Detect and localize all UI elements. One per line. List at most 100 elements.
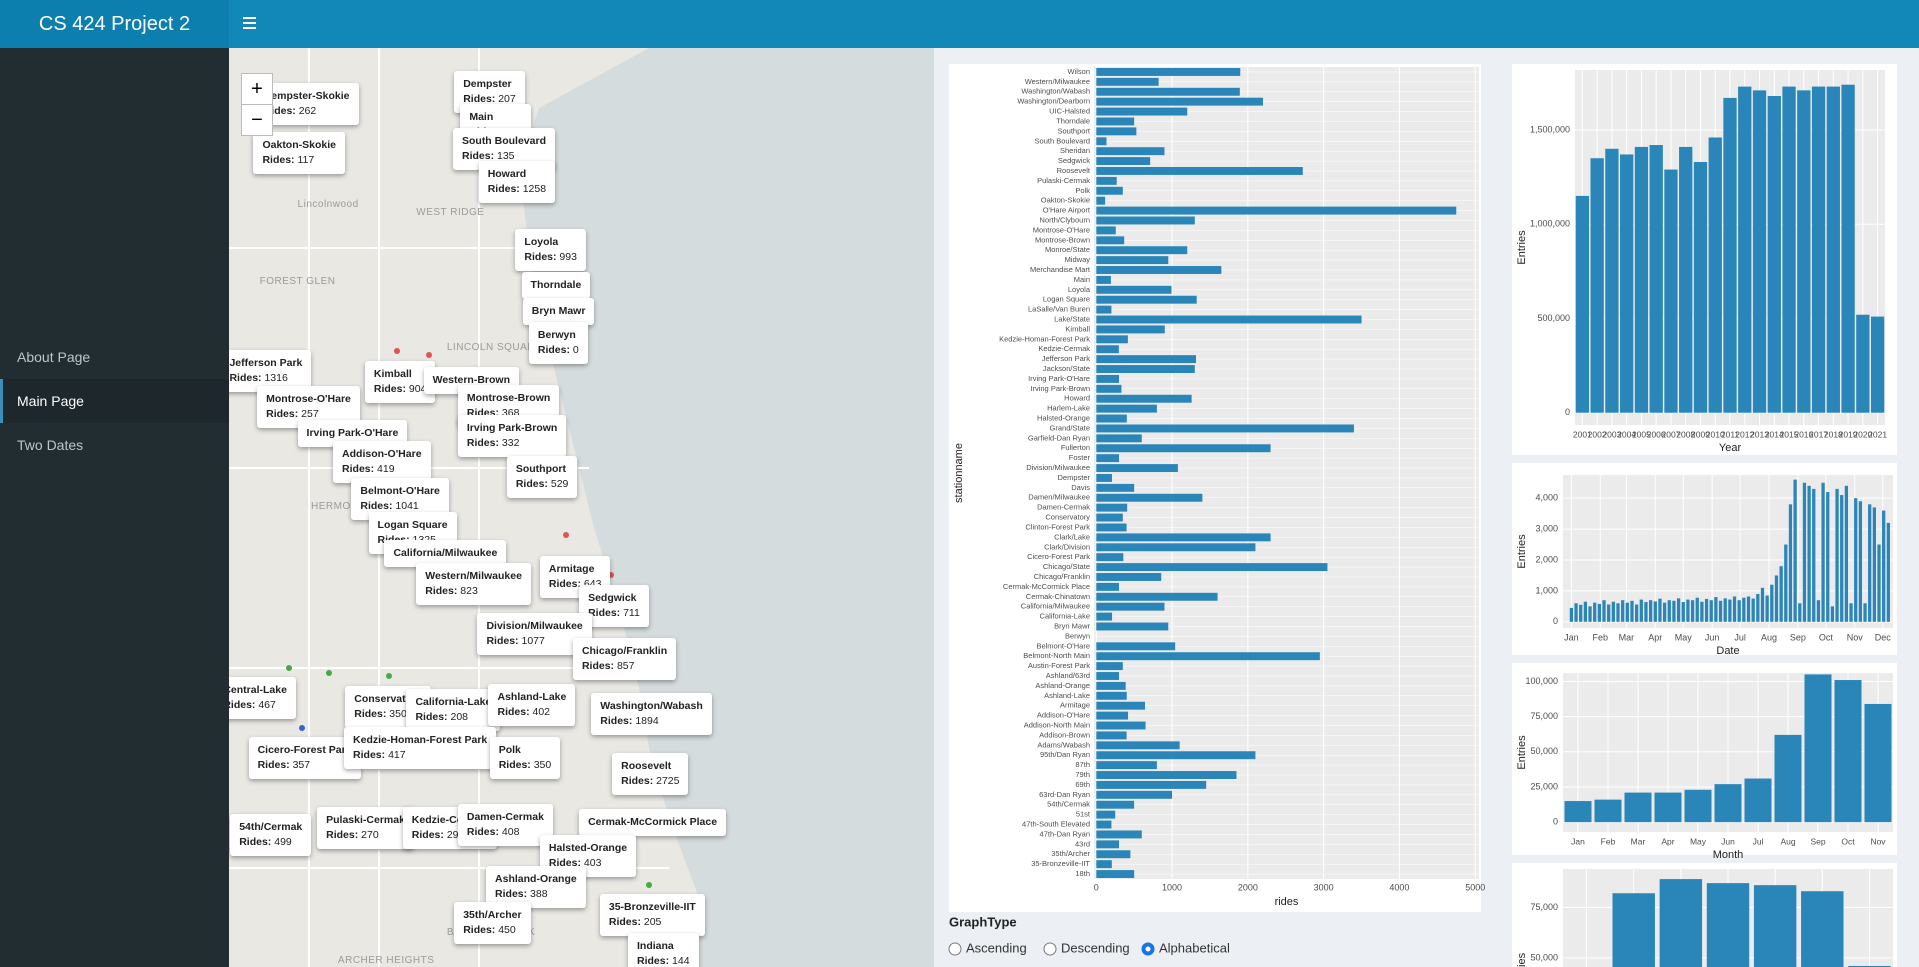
bar xyxy=(1096,236,1125,245)
station-popup: Kedzie-Homan-Forest Park Rides: 417 xyxy=(344,727,497,770)
y-tick-label: 0 xyxy=(1553,817,1558,827)
rides-value: 904 xyxy=(408,383,427,396)
menu-toggle[interactable] xyxy=(243,16,257,30)
radio-label: Descending xyxy=(1061,940,1130,955)
bar xyxy=(1760,587,1765,622)
y-tick-label: 63rd-Dan Ryan xyxy=(1039,790,1090,799)
bar xyxy=(1826,492,1830,622)
bar xyxy=(1835,488,1839,622)
station-popup: Ashland-Lake Rides: 402 xyxy=(488,684,576,727)
x-tick-label: 2016 xyxy=(1794,429,1813,439)
bar xyxy=(1096,790,1173,799)
rides-line: Rides: 350 xyxy=(354,707,422,722)
radio[interactable] xyxy=(1043,942,1057,956)
y-tick-label: California-Lake xyxy=(1040,612,1090,621)
rides-line: Rides: 332 xyxy=(467,436,557,451)
y-tick-label: O'Hare Airport xyxy=(1043,206,1091,215)
bar xyxy=(1616,603,1620,622)
rides-line: Rides: 529 xyxy=(516,477,569,492)
bar xyxy=(1096,493,1203,502)
x-tick-label: 2010 xyxy=(1706,429,1725,439)
rides-value: 350 xyxy=(533,759,552,772)
bar xyxy=(1096,800,1135,809)
x-tick-label: 2004 xyxy=(1617,429,1636,439)
y-tick-label: Cicero-Forest Park xyxy=(1027,552,1090,561)
y-tick-label: Pulaski-Cermak xyxy=(1037,176,1090,185)
bar xyxy=(1830,606,1835,622)
rides-value: 0 xyxy=(572,344,579,357)
rides-value: 332 xyxy=(501,437,520,450)
rides-line: Rides: 467 xyxy=(229,698,287,713)
y-tick-label: Ashland/63rd xyxy=(1046,671,1090,680)
radio[interactable] xyxy=(948,942,962,956)
x-axis-title: Year xyxy=(1719,442,1742,454)
y-tick-label: 87th xyxy=(1075,760,1090,769)
station-popup: Cermak-McCormick Place xyxy=(579,809,727,837)
bar xyxy=(1096,780,1207,789)
radio[interactable] xyxy=(1141,942,1155,956)
y-tick-label: Damen-Cermak xyxy=(1037,503,1090,512)
bar xyxy=(1096,612,1113,621)
bar xyxy=(1816,600,1821,622)
bar xyxy=(1765,595,1769,622)
station-name: Cermak-McCormick Place xyxy=(588,816,718,829)
x-tick-label: 2020 xyxy=(1853,429,1872,439)
menu-item[interactable]: Main Page xyxy=(0,379,229,423)
y-tick-label: Belmont-North Main xyxy=(1023,651,1090,660)
bar xyxy=(1767,96,1781,413)
rides-line: Rides: 711 xyxy=(588,606,640,621)
rides-line: Rides: 205 xyxy=(609,915,696,930)
station-name: California-Lake xyxy=(415,696,492,709)
rides-line: Rides: 417 xyxy=(353,748,487,763)
x-tick-label: Feb xyxy=(1593,632,1609,642)
y-tick-label: Belmont-O'Hare xyxy=(1036,641,1090,650)
station-popup: Ashland-Orange Rides: 388 xyxy=(486,865,586,908)
bar xyxy=(1801,891,1844,967)
rides-value: 2725 xyxy=(656,775,680,788)
bar xyxy=(1844,485,1849,622)
bar xyxy=(1621,600,1625,622)
rides-value: 857 xyxy=(616,659,635,672)
x-tick-label: 2007 xyxy=(1661,429,1680,439)
bar xyxy=(1849,603,1853,622)
rides-line: Rides: 270 xyxy=(326,828,405,843)
radio-dot xyxy=(1145,946,1151,952)
menu-item[interactable]: Two Dates xyxy=(17,437,84,453)
x-tick-label: 2021 xyxy=(1868,429,1887,439)
zoom-out[interactable]: − xyxy=(241,104,273,136)
rides-value: 1894 xyxy=(635,715,659,728)
y-tick-label: 35th/Archer xyxy=(1051,849,1090,858)
x-tick-label: 2002 xyxy=(1588,429,1607,439)
rides-value: 419 xyxy=(377,462,395,475)
bar xyxy=(1096,533,1271,542)
bar xyxy=(1708,137,1722,413)
rides-line: Rides: 208 xyxy=(415,710,491,725)
y-tick-label: Sedgwick xyxy=(1058,156,1090,165)
y-tick-label: Austin-Forest Park xyxy=(1028,661,1090,670)
y-tick-label: 0 xyxy=(1565,407,1570,417)
bar xyxy=(1096,147,1165,156)
zoom-in[interactable]: + xyxy=(241,73,273,105)
place-label: HERMOSA xyxy=(311,500,366,512)
station-popup: California-Lake Rides: 208 xyxy=(406,689,501,732)
bar xyxy=(1620,154,1634,413)
rides-value: 467 xyxy=(258,699,276,712)
bar xyxy=(1706,883,1750,967)
station-name: Cicero-Forest Park xyxy=(257,744,352,757)
station-popup: Jefferson Park Rides: 1316 xyxy=(229,350,312,393)
station-popup: Indiana Rides: 144 xyxy=(628,932,699,967)
bar xyxy=(1728,599,1732,622)
control-title: GraphType xyxy=(949,914,1017,929)
y-tick-label: LaSalle/Van Buren xyxy=(1028,305,1090,314)
menu-item[interactable]: About Page xyxy=(17,349,91,365)
x-tick-label: Jun xyxy=(1721,836,1735,846)
rides-value: 402 xyxy=(532,706,551,719)
bar xyxy=(1096,414,1127,423)
bar xyxy=(1821,482,1825,622)
station-name: Dempster xyxy=(463,78,512,91)
rides-label: Rides: xyxy=(239,836,272,849)
y-tick-label: Damen/Milwaukee xyxy=(1028,493,1090,502)
plot-panel xyxy=(1575,70,1885,425)
bar xyxy=(1635,604,1639,622)
